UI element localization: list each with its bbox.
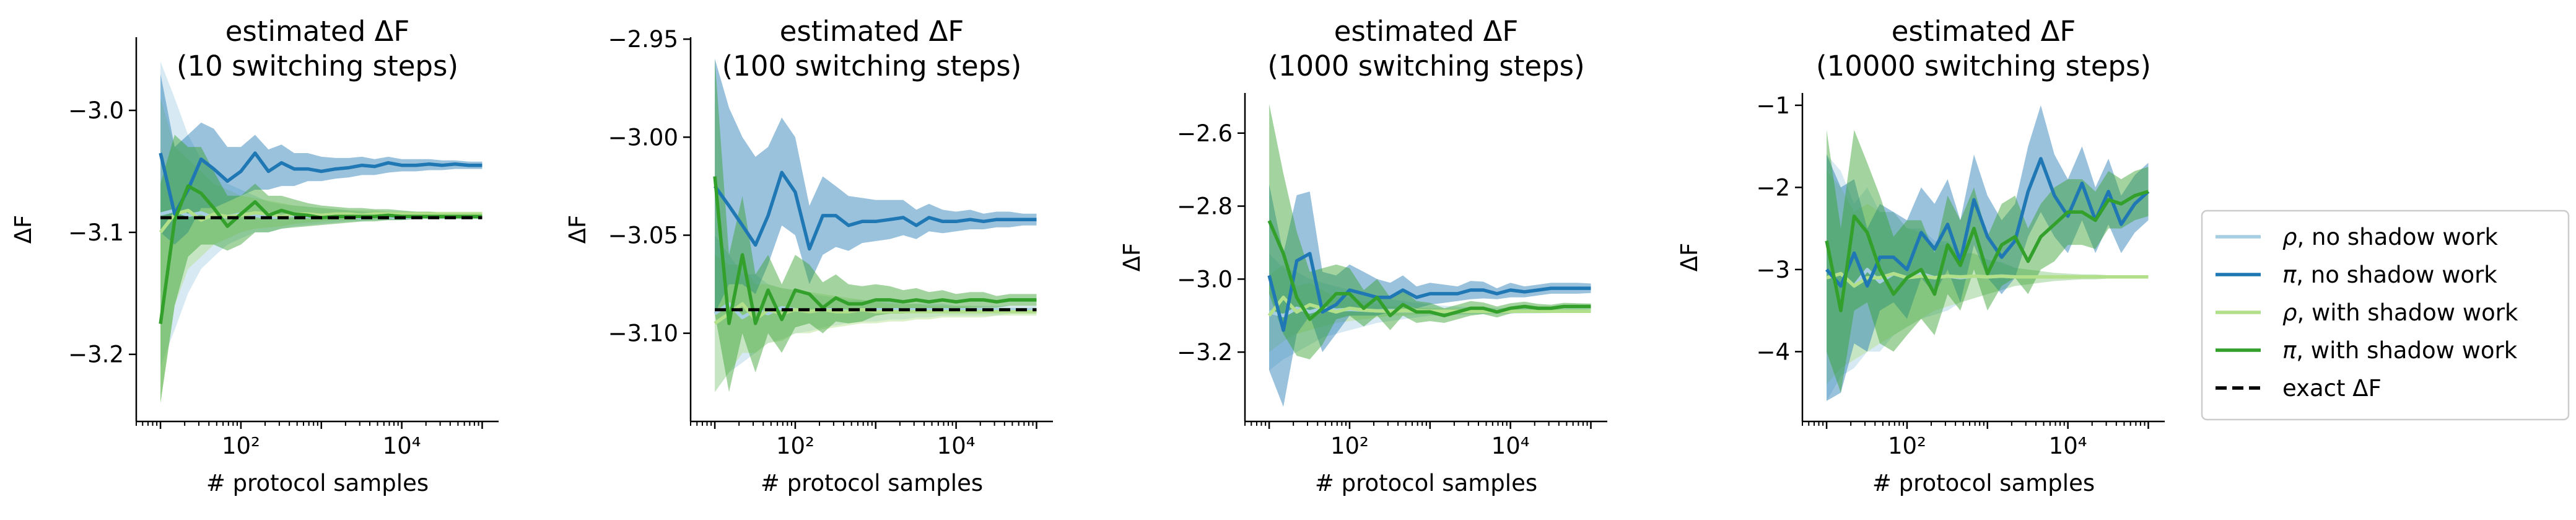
x-axis-label: # protocol samples: [1315, 470, 1537, 496]
band-rho-with: [715, 255, 1037, 392]
legend-item-2: π, no shadow work: [2216, 262, 2497, 288]
y-tick-label: −3.00: [608, 124, 678, 151]
x-axis-label: # protocol samples: [761, 470, 983, 496]
line-pi-with: [713, 176, 1037, 325]
chart-subtitle: (100 switching steps): [722, 50, 1022, 82]
band-pi-with: [1827, 130, 2149, 393]
y-tick-label: −3.10: [608, 320, 678, 347]
legend-symbol: ρ: [2282, 224, 2297, 250]
band-pi-no: [1827, 105, 2149, 401]
x-tick-label: 10²: [1330, 433, 1369, 459]
chart-panel-2: 10² 10⁴ −2.95 −3.00 −3.05 −3.10 estimated ΔF(1…: [564, 15, 1053, 496]
line-rho-with: [1826, 271, 2149, 288]
x-axis-label: # protocol samples: [1872, 470, 2095, 496]
chart-title: estimated ΔF: [1334, 15, 1519, 48]
y-tick-label: −3.2: [1177, 339, 1233, 366]
legend-symbol: ρ: [2282, 299, 2297, 326]
legend-symbol: π: [2282, 337, 2297, 364]
line-pi-with: [1825, 190, 2149, 312]
chart-panel-3: 10² 10⁴ −2.6 −2.8 −3.0 −3.2 estimated ΔF(1000 …: [1119, 15, 1607, 496]
y-axis-label: ΔF: [564, 215, 591, 244]
chart-title: estimated ΔF: [780, 15, 964, 48]
line-pi-no: [1267, 252, 1591, 332]
y-tick-label: −3.1: [68, 219, 124, 246]
y-tick-label: −1: [1756, 92, 1790, 119]
y-tick-label: −2.95: [608, 26, 678, 53]
y-tick-label: −4: [1756, 338, 1790, 365]
line-pi-with: [1267, 220, 1591, 321]
x-tick-label: 10⁴: [2049, 433, 2087, 459]
legend-item-5: exact ΔF: [2216, 375, 2382, 402]
line-rho-with: [159, 208, 482, 234]
x-axis-label: # protocol samples: [206, 470, 429, 496]
legend-text: exact ΔF: [2282, 375, 2382, 402]
x-tick-label: 10⁴: [383, 433, 421, 459]
line-pi-no: [713, 170, 1037, 251]
legend-label: π, no shadow work: [2282, 262, 2497, 288]
chart-panel-1: 10² 10⁴ −3.0 −3.1 −3.2 estimated ΔF(10 switch…: [10, 15, 499, 496]
band-pi-no: [1269, 184, 1591, 407]
legend-text: , no shadow work: [2296, 262, 2497, 288]
band-pi-with: [1269, 104, 1591, 359]
chart-subtitle: (10 switching steps): [177, 50, 458, 82]
y-tick-label: −3.05: [608, 222, 678, 249]
legend-label: exact ΔF: [2282, 375, 2382, 402]
legend-item-3: ρ, with shadow work: [2216, 299, 2518, 326]
legend-label: ρ, with shadow work: [2282, 299, 2518, 326]
x-tick-label: 10⁴: [1491, 433, 1530, 459]
chart-subtitle: (10000 switching steps): [1816, 50, 2151, 82]
legend-frame: [2201, 209, 2570, 421]
legend-label: ρ, no shadow work: [2282, 224, 2499, 250]
y-axis-label: ΔF: [10, 215, 37, 244]
x-tick-label: 10⁴: [937, 433, 976, 459]
y-tick-label: −3.2: [68, 342, 124, 368]
y-tick-label: −2.8: [1177, 193, 1233, 220]
chart-subtitle: (1000 switching steps): [1267, 50, 1584, 82]
chart-panel-4: 10² 10⁴ −1 −2 −3 −4 estimated ΔF(10000 switchi…: [1676, 15, 2165, 496]
legend-symbol: π: [2282, 262, 2297, 288]
band-rho-no: [715, 235, 1037, 392]
y-tick-label: −3.0: [1177, 266, 1233, 293]
x-tick-label: 10²: [222, 433, 260, 459]
chart-title: estimated ΔF: [225, 15, 410, 48]
line-pi-no: [159, 151, 482, 216]
legend-text: , with shadow work: [2296, 337, 2517, 364]
y-tick-label: −3: [1756, 257, 1790, 283]
y-tick-label: −2: [1756, 174, 1790, 201]
x-tick-label: 10²: [776, 433, 814, 459]
y-tick-label: −3.0: [68, 97, 124, 124]
legend-item-1: ρ, no shadow work: [2216, 224, 2499, 250]
legend-label: π, with shadow work: [2282, 337, 2518, 364]
x-tick-label: 10²: [1888, 433, 1926, 459]
band-pi-with: [160, 134, 482, 403]
y-axis-label: ΔF: [1676, 243, 1703, 272]
band-pi-no: [160, 74, 482, 245]
y-tick-label: −2.6: [1177, 120, 1233, 147]
legend-text: , no shadow work: [2297, 224, 2499, 250]
chart-title: estimated ΔF: [1892, 15, 2076, 48]
legend-text: , with shadow work: [2297, 299, 2518, 326]
y-axis-label: ΔF: [1119, 243, 1145, 272]
legend-item-4: π, with shadow work: [2216, 337, 2518, 364]
band-rho-with: [1269, 264, 1591, 353]
